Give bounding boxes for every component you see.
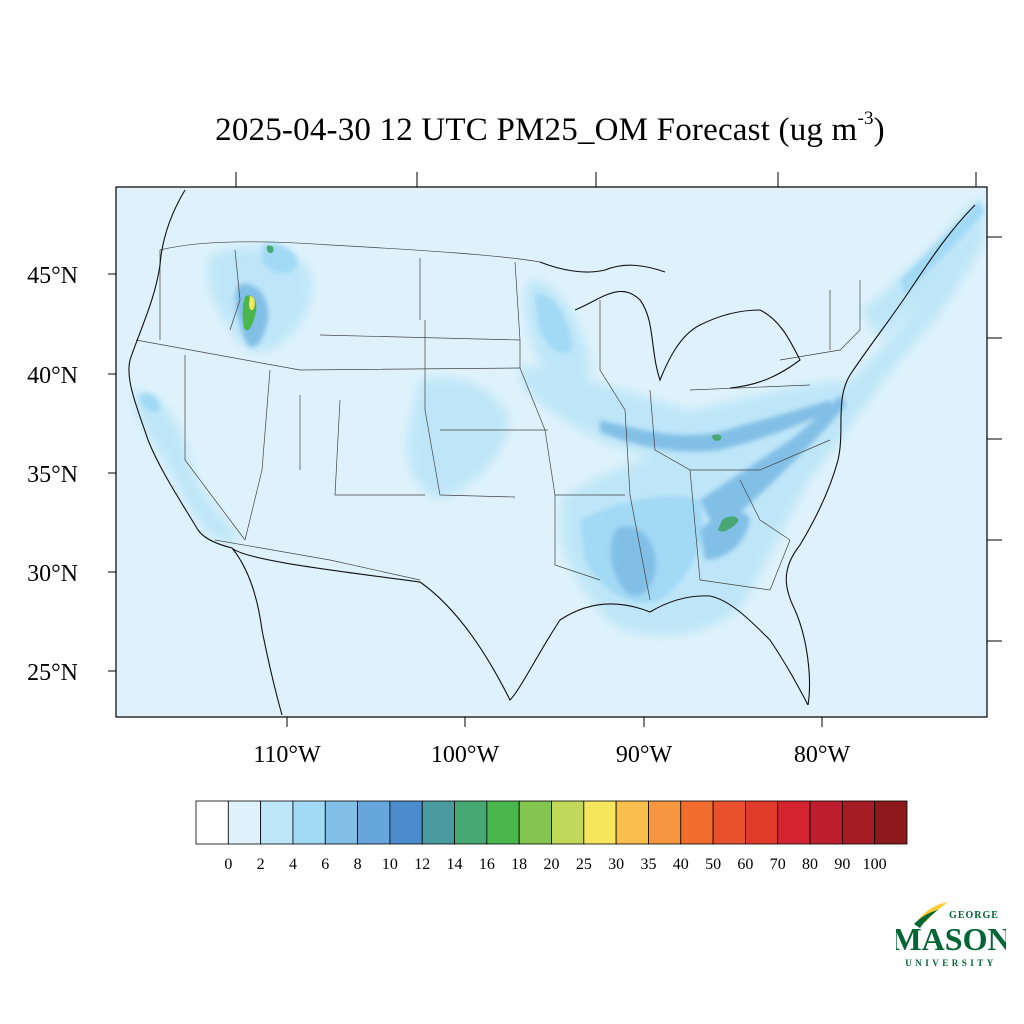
lat-label: 45°N bbox=[27, 263, 78, 289]
colorbar-swatch bbox=[841, 800, 876, 845]
colorbar-swatch bbox=[809, 800, 843, 845]
colorbar-tick-label: 90 bbox=[834, 856, 850, 873]
lon-label: 110°W bbox=[253, 742, 321, 768]
lon-label: 100°W bbox=[431, 742, 500, 768]
colorbar-tick-label: 2 bbox=[257, 856, 265, 873]
colorbar-tick-label: 30 bbox=[608, 856, 624, 873]
colorbar-tick-label: 12 bbox=[414, 856, 430, 873]
colorbar-swatch bbox=[583, 800, 617, 845]
colorbar-tick-label: 35 bbox=[640, 856, 656, 873]
lat-ticks bbox=[108, 273, 116, 672]
lat-labels: 45°N 40°N 35°N 30°N 25°N bbox=[27, 263, 78, 686]
map-title: 2025-04-30 12 UTC PM25_OM Forecast (ug m… bbox=[0, 108, 1024, 149]
logo-george: GEORGE bbox=[949, 910, 999, 921]
colorbar-swatch bbox=[195, 800, 229, 845]
logo-mason: MASON bbox=[896, 921, 1006, 957]
title-text: 2025-04-30 12 UTC PM25_OM Forecast (ug m bbox=[215, 112, 858, 148]
colorbar bbox=[195, 800, 908, 845]
colorbar-tick-label: 10 bbox=[382, 856, 398, 873]
band-ca bbox=[140, 393, 161, 412]
colorbar-tick-label: 14 bbox=[447, 856, 463, 873]
colorbar-tick-label: 16 bbox=[479, 856, 495, 873]
title-close: ) bbox=[873, 112, 885, 148]
colorbar-swatch bbox=[712, 800, 746, 845]
colorbar-swatch bbox=[551, 800, 585, 845]
colorbar-tick-label: 50 bbox=[705, 856, 721, 873]
lat-label: 30°N bbox=[27, 561, 78, 587]
colorbar-swatch bbox=[486, 800, 520, 845]
colorbar-swatch bbox=[357, 800, 391, 845]
band-appalachian bbox=[700, 395, 846, 530]
colorbar-tick-label: 18 bbox=[511, 856, 527, 873]
band-new-england bbox=[900, 200, 984, 295]
hotspot-georgia bbox=[718, 516, 739, 532]
coastline bbox=[128, 189, 976, 716]
colorbar-tick-label: 60 bbox=[737, 856, 753, 873]
band-ohio-dark bbox=[600, 400, 834, 452]
colorbar-tick-label: 100 bbox=[863, 856, 887, 873]
colorbar-swatch bbox=[680, 800, 714, 845]
lon-label: 80°W bbox=[794, 742, 851, 768]
hotspot-indiana bbox=[712, 434, 722, 441]
colorbar-tick-label: 40 bbox=[673, 856, 689, 873]
lon-label: 90°W bbox=[616, 742, 673, 768]
colorbar-tick-label: 4 bbox=[289, 856, 297, 873]
lon-labels: 110°W 100°W 90°W 80°W bbox=[253, 742, 850, 768]
colorbar-tick-label: 25 bbox=[576, 856, 592, 873]
colorbar-tick-label: 70 bbox=[770, 856, 786, 873]
colorbar-swatch bbox=[648, 800, 682, 845]
concentration-field bbox=[128, 189, 985, 716]
colorbar-swatch bbox=[518, 800, 552, 845]
colorbar-swatch bbox=[324, 800, 358, 845]
band-mississippi bbox=[610, 526, 656, 596]
colorbar-tick-label: 80 bbox=[802, 856, 818, 873]
gmu-logo: GEORGE MASON UNIVERSITY bbox=[896, 902, 1006, 968]
colorbar-swatch bbox=[454, 800, 488, 845]
colorbar-swatch bbox=[260, 800, 294, 845]
colorbar-swatch bbox=[615, 800, 649, 845]
colorbar-tick-label: 8 bbox=[354, 856, 362, 873]
colorbar-tick-label: 6 bbox=[321, 856, 329, 873]
hotspot-mt bbox=[266, 245, 274, 254]
colorbar-swatch bbox=[292, 800, 326, 845]
map-frame bbox=[115, 186, 988, 718]
band-iowa bbox=[535, 294, 572, 354]
colorbar-labels: 0 2 4 6 8 10 12 14 16 18 20 25 30 35 40 50 60 70 80 90 100 bbox=[224, 856, 886, 873]
lat-label: 35°N bbox=[27, 462, 78, 488]
title-exponent: -3 bbox=[857, 108, 874, 129]
lat-ticks-right bbox=[987, 236, 1002, 642]
plume-california bbox=[135, 390, 240, 543]
band-georgia bbox=[700, 511, 750, 560]
colorbar-swatch bbox=[777, 800, 811, 845]
colorbar-tick-label: 20 bbox=[544, 856, 560, 873]
colorbar-swatch bbox=[874, 800, 908, 845]
colorbar-swatch bbox=[745, 800, 779, 845]
lat-label: 25°N bbox=[27, 660, 78, 686]
plume-plains bbox=[406, 377, 510, 500]
lat-label: 40°N bbox=[27, 363, 78, 389]
plume-layer-high bbox=[242, 245, 739, 532]
logo-green-swoosh bbox=[914, 910, 938, 928]
logo-university: UNIVERSITY bbox=[905, 958, 997, 968]
lon-ticks-top bbox=[235, 172, 977, 187]
plume-ohio bbox=[520, 365, 850, 459]
colorbar-swatch bbox=[421, 800, 455, 845]
hotspot-idaho-yellow bbox=[249, 296, 255, 311]
colorbar-tick-label: 0 bbox=[224, 856, 232, 873]
lon-ticks-bottom bbox=[286, 717, 823, 727]
colorbar-swatch bbox=[389, 800, 423, 845]
colorbar-swatch bbox=[227, 800, 262, 845]
